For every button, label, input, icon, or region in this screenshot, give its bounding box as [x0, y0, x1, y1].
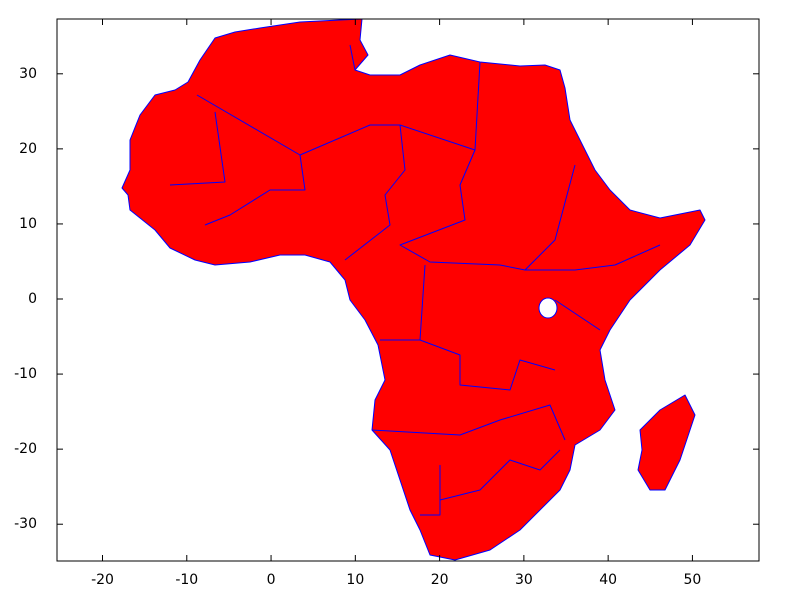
border: [344, 124, 406, 261]
y-tick-label: -20: [14, 441, 37, 457]
x-tick-label: -10: [175, 572, 198, 588]
y-tick-label: 10: [19, 216, 37, 232]
y-tick-label: -30: [14, 516, 37, 532]
plot-frame: [56, 18, 760, 562]
border: [371, 404, 566, 441]
y-tick-label: 0: [28, 291, 37, 307]
x-tick-label: 50: [684, 572, 702, 588]
x-tick-label: 20: [431, 572, 449, 588]
border: [169, 111, 226, 186]
x-tick-label: 40: [599, 572, 617, 588]
lake: [538, 297, 558, 319]
continent: [121, 18, 706, 561]
border: [196, 61, 481, 156]
y-tick-label: 20: [19, 141, 37, 157]
x-tick-label: 30: [515, 572, 533, 588]
border: [419, 339, 556, 391]
madagascar: [637, 394, 696, 491]
x-tick-label: 0: [267, 572, 276, 588]
border: [349, 44, 356, 71]
border: [204, 154, 306, 226]
border: [420, 465, 441, 516]
border: [554, 299, 601, 331]
y-tick-label: 30: [19, 66, 37, 82]
border: [524, 164, 576, 271]
africa-map: [121, 18, 706, 561]
borders: [169, 44, 661, 516]
border: [399, 149, 661, 271]
x-tick-label: -20: [91, 572, 114, 588]
y-tick-label: -10: [14, 366, 37, 382]
x-tick-label: 10: [346, 572, 364, 588]
border: [439, 449, 561, 501]
